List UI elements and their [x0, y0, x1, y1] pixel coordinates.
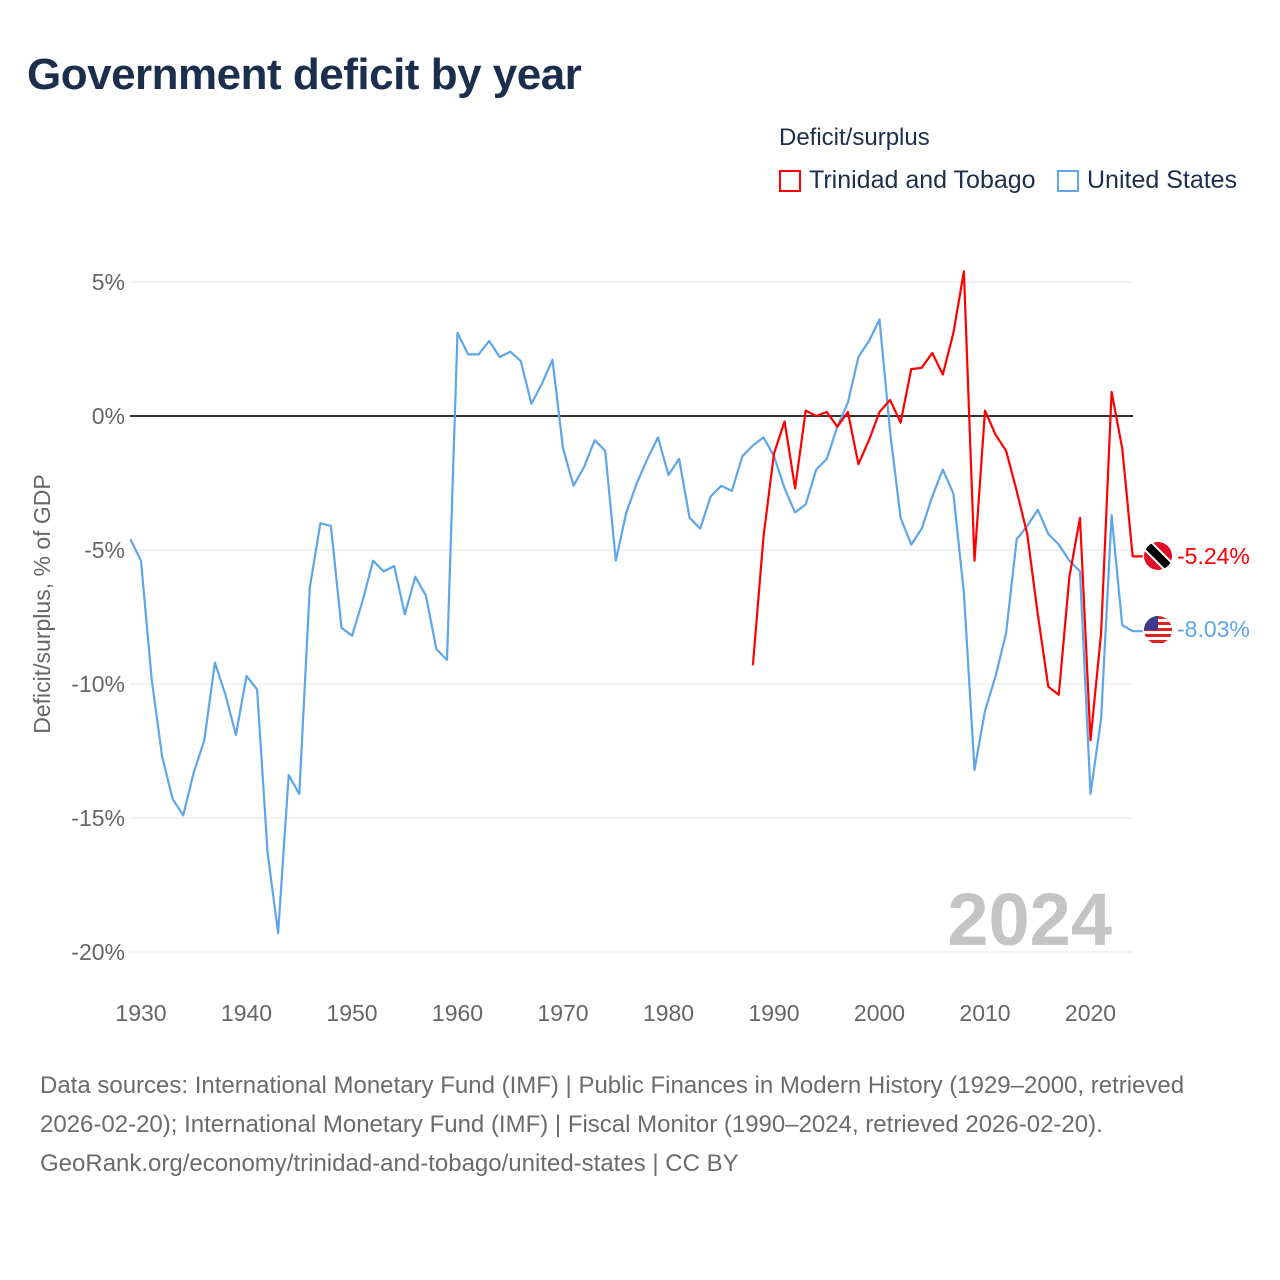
x-tick-label: 1940: [221, 1000, 272, 1026]
year-watermark: 2024: [947, 878, 1112, 961]
legend-swatch-trinidad: [779, 169, 801, 192]
series-line-trinidad-and-tobago[interactable]: [751, 270, 1143, 742]
legend-swatch-us: [1057, 169, 1079, 192]
line-chart: 5% 0% -5% -10% -15% -20% 1930 1940 1950 1960 1970 1…: [29, 269, 1250, 1026]
y-tick-label: -5%: [84, 537, 125, 563]
y-tick-label: 0%: [92, 403, 125, 429]
data-sources: Data sources: International Monetary Fun…: [40, 1072, 1185, 1138]
us-flag-icon: [1144, 616, 1172, 644]
y-tick-label: 5%: [92, 269, 125, 295]
x-tick-label: 2000: [854, 1000, 905, 1026]
credit-link[interactable]: GeoRank.org/economy/trinidad-and-tobago/…: [40, 1150, 739, 1177]
trinidad-flag-icon: [1144, 542, 1172, 570]
series-line-united-states[interactable]: [129, 318, 1143, 935]
x-tick-label: 1970: [537, 1000, 588, 1026]
legend-label: United States: [1087, 166, 1238, 194]
legend-title: Deficit/surplus: [779, 124, 930, 151]
y-tick-label: -10%: [71, 671, 125, 697]
end-label-trinidad: -5.24%: [1177, 543, 1250, 569]
x-tick-label: 1990: [748, 1000, 799, 1026]
y-axis-label: Deficit/surplus, % of GDP: [29, 474, 55, 733]
x-tick-label: 1950: [326, 1000, 377, 1026]
x-tick-label: 1980: [643, 1000, 694, 1026]
x-tick-label: 2010: [959, 1000, 1010, 1026]
legend-item-united-states[interactable]: United States: [1057, 166, 1237, 195]
y-tick-label: -15%: [71, 805, 125, 831]
x-tick-label: 1960: [432, 1000, 483, 1026]
y-tick-label: -20%: [71, 939, 125, 965]
end-label-us: -8.03%: [1177, 616, 1250, 642]
legend-item-trinidad-and-tobago[interactable]: Trinidad and Tobago: [779, 166, 1036, 195]
chart-title: Government deficit by year: [27, 50, 582, 99]
footer: Data sources: International Monetary Fun…: [40, 1066, 1250, 1183]
x-tick-label: 1930: [115, 1000, 166, 1026]
legend-label: Trinidad and Tobago: [809, 166, 1036, 194]
x-tick-label: 2020: [1065, 1000, 1116, 1026]
